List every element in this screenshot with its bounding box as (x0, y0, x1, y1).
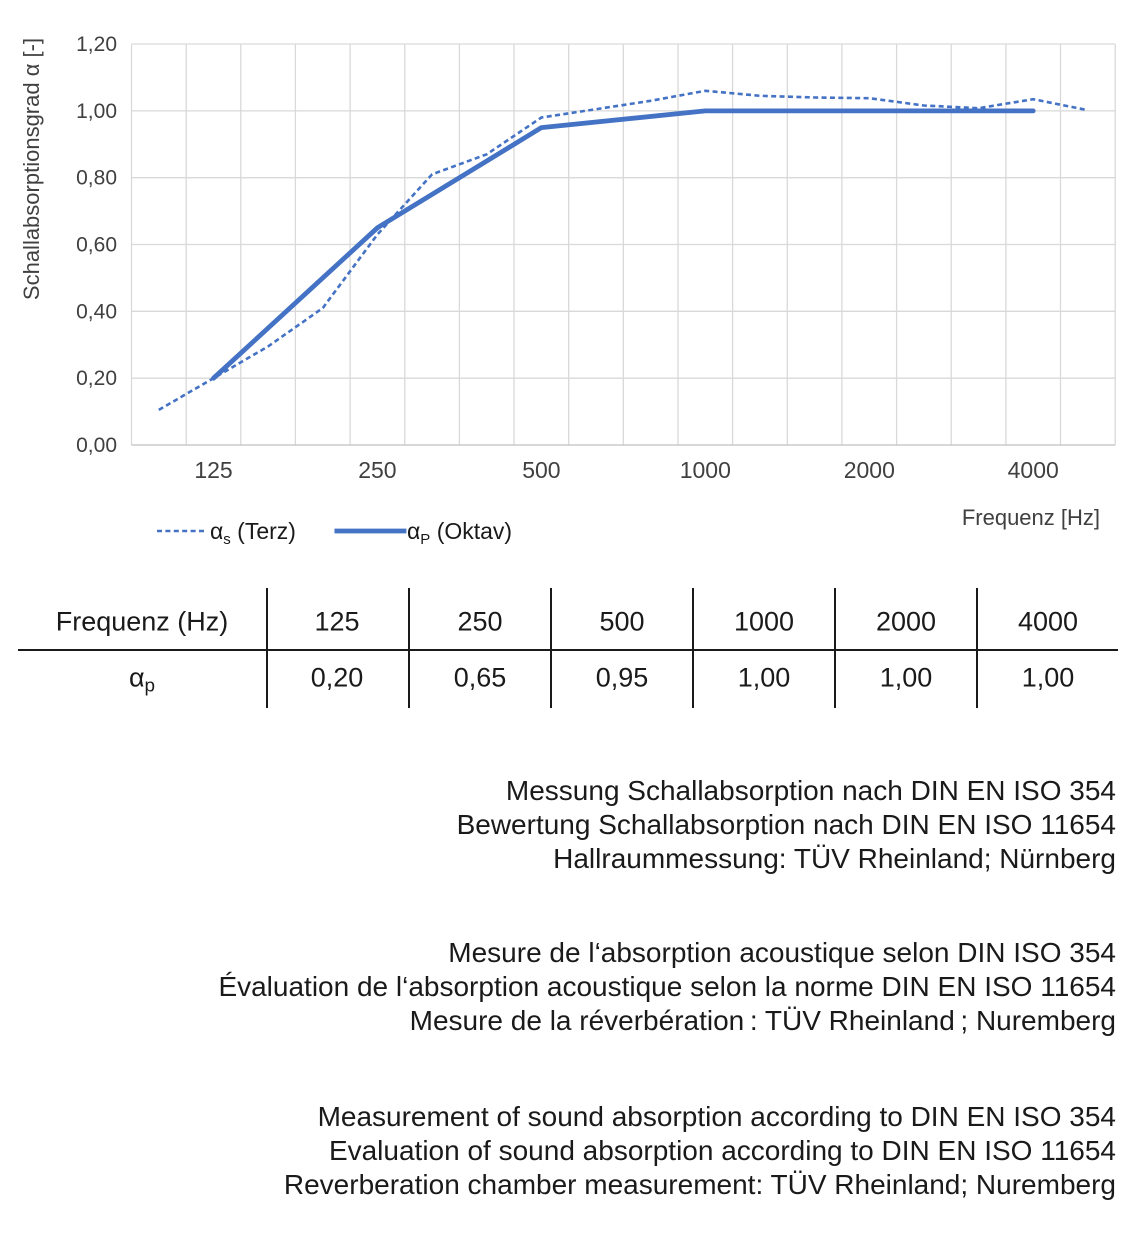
svg-text:1,20: 1,20 (76, 33, 117, 56)
svg-text:0,40: 0,40 (76, 300, 117, 323)
svg-text:4000: 4000 (1008, 457, 1059, 483)
svg-text:500: 500 (522, 457, 560, 483)
svg-text:0,80: 0,80 (76, 167, 117, 190)
svg-text:αP (Oktav): αP (Oktav) (407, 518, 512, 548)
svg-text:1000: 1000 (680, 457, 731, 483)
svg-text:0,60: 0,60 (76, 234, 117, 257)
svg-text:0,20: 0,20 (76, 367, 117, 390)
svg-text:αs (Terz): αs (Terz) (210, 518, 296, 548)
svg-text:Frequenz [Hz]: Frequenz [Hz] (962, 505, 1100, 530)
svg-text:Schallabsorptionsgrad α [-]: Schallabsorptionsgrad α [-] (19, 38, 44, 300)
svg-text:125: 125 (194, 457, 232, 483)
svg-text:1,00: 1,00 (76, 100, 117, 123)
svg-text:2000: 2000 (844, 457, 895, 483)
svg-text:250: 250 (358, 457, 396, 483)
svg-text:0,00: 0,00 (76, 434, 117, 457)
